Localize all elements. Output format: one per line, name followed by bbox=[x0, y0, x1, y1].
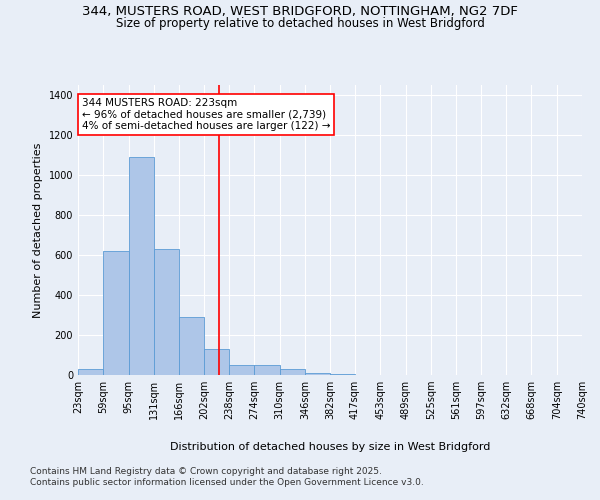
Bar bbox=[103, 251, 128, 375]
Bar bbox=[254, 365, 280, 375]
Bar bbox=[154, 249, 179, 375]
Text: 344 MUSTERS ROAD: 223sqm
← 96% of detached houses are smaller (2,739)
4% of semi: 344 MUSTERS ROAD: 223sqm ← 96% of detach… bbox=[82, 98, 330, 131]
Text: Size of property relative to detached houses in West Bridgford: Size of property relative to detached ho… bbox=[116, 18, 484, 30]
Bar bbox=[280, 369, 305, 375]
Y-axis label: Number of detached properties: Number of detached properties bbox=[33, 142, 43, 318]
Text: Distribution of detached houses by size in West Bridgford: Distribution of detached houses by size … bbox=[170, 442, 490, 452]
Bar bbox=[305, 373, 331, 375]
Text: 344, MUSTERS ROAD, WEST BRIDGFORD, NOTTINGHAM, NG2 7DF: 344, MUSTERS ROAD, WEST BRIDGFORD, NOTTI… bbox=[82, 5, 518, 18]
Bar bbox=[78, 369, 103, 375]
Text: Contains HM Land Registry data © Crown copyright and database right 2025.
Contai: Contains HM Land Registry data © Crown c… bbox=[30, 468, 424, 487]
Bar bbox=[331, 374, 355, 375]
Bar bbox=[204, 349, 229, 375]
Bar bbox=[128, 157, 154, 375]
Bar bbox=[179, 317, 204, 375]
Bar bbox=[229, 365, 254, 375]
